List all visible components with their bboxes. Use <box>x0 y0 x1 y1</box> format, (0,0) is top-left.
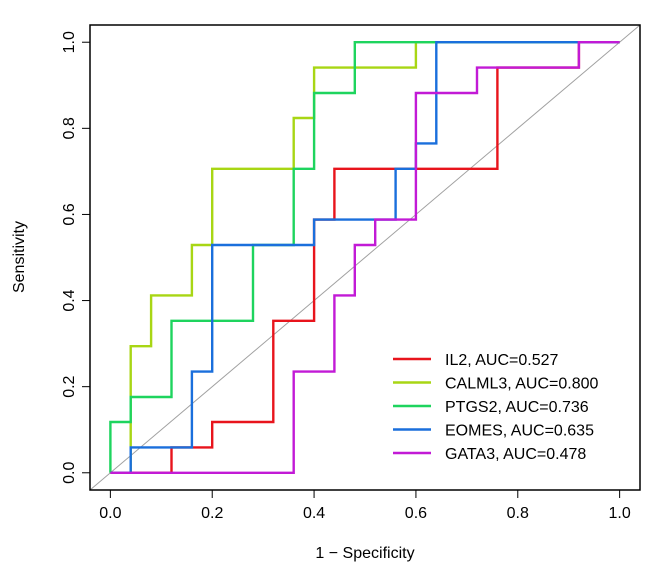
roc-line-2 <box>110 41 620 474</box>
x-tick-label: 0.0 <box>99 505 121 522</box>
x-tick-label: 0.8 <box>507 505 529 522</box>
x-axis: 0.0 0.2 0.4 0.6 0.8 1.0 <box>99 489 631 522</box>
legend-label: IL2, AUC=0.527 <box>445 352 559 369</box>
x-tick-label: 0.2 <box>201 505 223 522</box>
roc-line-4 <box>110 41 620 474</box>
y-tick-label: 0.4 <box>61 289 78 311</box>
legend: IL2, AUC=0.527 CALML3, AUC=0.800 PTGS2, AU… <box>393 352 599 463</box>
y-tick-label: 1.0 <box>61 31 78 53</box>
roc-line-5 <box>110 41 620 474</box>
y-axis-label: Sensitivity <box>11 221 28 293</box>
y-axis: 0.0 0.2 0.4 0.6 0.8 1.0 <box>61 31 91 484</box>
x-tick-label: 0.4 <box>303 505 325 522</box>
reference-diagonal <box>90 25 640 490</box>
x-axis-label: 1 − Specificity <box>315 545 414 562</box>
y-tick-label: 0.6 <box>61 203 78 225</box>
legend-label: CALML3, AUC=0.800 <box>445 376 599 393</box>
legend-label: GATA3, AUC=0.478 <box>445 446 586 463</box>
x-tick-label: 0.6 <box>405 505 427 522</box>
y-tick-label: 0.8 <box>61 117 78 139</box>
legend-label: EOMES, AUC=0.635 <box>445 423 594 440</box>
y-tick-label: 0.2 <box>61 375 78 397</box>
x-tick-label: 1.0 <box>609 505 631 522</box>
legend-label: PTGS2, AUC=0.736 <box>445 399 589 416</box>
y-tick-label: 0.0 <box>61 462 78 484</box>
